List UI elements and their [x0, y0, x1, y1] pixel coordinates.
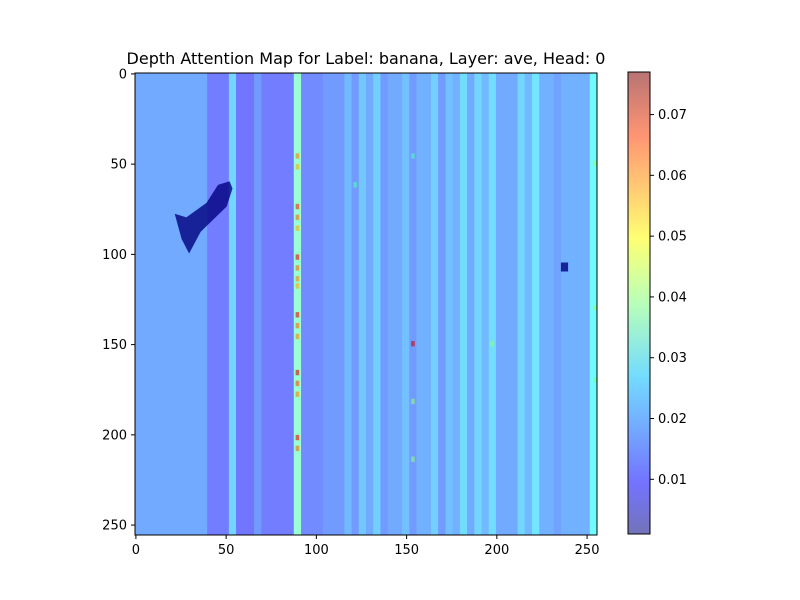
heatmap-column-band	[589, 73, 597, 535]
heatmap-hotspot-cell	[295, 283, 300, 289]
heatmap-hotspot-cell	[295, 445, 300, 452]
heatmap-hotspot-cell	[295, 322, 300, 329]
heatmap-column-band	[402, 73, 410, 535]
colorbar	[628, 72, 650, 534]
colorbar-tick-label: 0.02	[658, 412, 687, 427]
heatmap-column-band	[373, 73, 381, 535]
heatmap-hotspots	[295, 153, 597, 462]
heatmap-hotspot-cell	[295, 391, 300, 397]
heatmap-dark-region	[174, 181, 233, 254]
heatmap-column-band	[532, 73, 540, 535]
heatmap-hotspot-cell	[411, 153, 415, 159]
x-tick-label: 100	[304, 543, 329, 558]
heatmap-dark-region	[560, 262, 569, 272]
heatmap-hotspot-cell	[353, 182, 357, 188]
heatmap-column-band	[322, 73, 345, 535]
heatmap-column-band	[524, 73, 533, 535]
heatmap-column-band	[207, 73, 230, 535]
heatmap-column-band	[344, 73, 353, 535]
heatmap-hotspot-cell	[490, 340, 495, 347]
heatmap-hotspot-cell	[295, 369, 300, 376]
y-tick-label: 50	[110, 158, 127, 173]
x-tick-label: 150	[394, 543, 419, 558]
heatmap-column-band	[560, 73, 591, 535]
x-tick-label: 0	[132, 543, 140, 558]
x-tick-label: 250	[575, 543, 600, 558]
colorbar-tick-label: 0.04	[658, 290, 687, 305]
heatmap-hotspot-cell	[411, 456, 415, 462]
heatmap-column-band	[459, 73, 468, 535]
heatmap-column-band	[488, 73, 497, 535]
heatmap-column-band	[452, 73, 461, 535]
colorbar-axis: 0.01 0.02 0.03 0.04 0.05 0.06 0.07	[650, 108, 687, 488]
heatmap-hotspot-cell	[295, 312, 300, 318]
heatmap-hotspot-cell	[593, 377, 597, 383]
heatmap-hotspot-cell	[411, 340, 415, 347]
x-tick-label: 200	[484, 543, 509, 558]
heatmap-hotspot-cell	[295, 214, 300, 221]
colorbar-tick-label: 0.07	[658, 108, 687, 123]
y-tick-label: 0	[119, 67, 127, 82]
heatmap-hotspot-cell	[295, 265, 300, 271]
heatmap-column-band	[495, 73, 519, 535]
x-tick-label: 50	[218, 543, 235, 558]
heatmap-hotspot-cell	[593, 304, 597, 311]
heatmap-columns	[135, 73, 597, 535]
heatmap-column-band	[228, 73, 237, 535]
heatmap-hotspot-cell	[295, 153, 300, 159]
heatmap-column-band	[366, 73, 374, 535]
plot-frame	[134, 72, 598, 536]
heatmap-hotspot-cell	[295, 434, 300, 441]
heatmap-hotspot-cell	[295, 164, 300, 170]
heatmap-dark-regions	[174, 181, 569, 272]
heatmap-column-band	[438, 73, 446, 535]
heatmap-column-band	[445, 73, 454, 535]
heatmap-column-band	[474, 73, 482, 535]
heatmap-column-band	[358, 73, 367, 535]
x-axis: 0 50 100 150 200 250	[132, 535, 600, 558]
chart-title: Depth Attention Map for Label: banana, L…	[127, 49, 606, 68]
heatmap-column-band	[301, 73, 324, 535]
heatmap-column-band	[254, 73, 262, 535]
heatmap-hotspot-cell	[295, 203, 300, 210]
heatmap-column-band	[261, 73, 295, 535]
colorbar-tick-label: 0.05	[658, 230, 687, 245]
heatmap-hotspot-cell	[295, 380, 300, 387]
heatmap-column-band	[380, 73, 389, 535]
colorbar-tick-label: 0.01	[658, 473, 687, 488]
heatmap-column-band	[539, 73, 555, 535]
heatmap-column-band	[553, 73, 562, 535]
heatmap-hotspot-cell	[295, 276, 300, 282]
heatmap-hotspot-cell	[295, 254, 300, 260]
heatmap-column-band	[416, 73, 432, 535]
heatmap-hotspot-cell	[411, 398, 415, 405]
colorbar-tick-label: 0.06	[658, 169, 687, 184]
heatmap-column-band	[467, 73, 475, 535]
colorbar-frame	[627, 71, 651, 535]
heatmap-column-band	[409, 73, 418, 535]
y-tick-label: 100	[102, 248, 127, 263]
heatmap-column-band	[430, 73, 439, 535]
heatmap-column-band	[481, 73, 490, 535]
y-tick-label: 150	[102, 338, 127, 353]
heatmap-column-band	[236, 73, 255, 535]
y-axis: 0 50 100 150 200 250	[102, 67, 135, 534]
heatmap-column-band	[135, 73, 208, 535]
colorbar-tick-label: 0.03	[658, 351, 687, 366]
heatmap-column-band	[293, 73, 302, 535]
heatmap-hotspot-cell	[295, 225, 300, 231]
heatmap-column-band	[517, 73, 526, 535]
y-tick-label: 250	[102, 519, 127, 534]
y-tick-label: 200	[102, 428, 127, 443]
heatmap-hotspot-cell	[295, 333, 300, 340]
heatmap-column-band	[351, 73, 360, 535]
heatmap-column-band	[387, 73, 403, 535]
heatmap-hotspot-cell	[593, 160, 597, 166]
